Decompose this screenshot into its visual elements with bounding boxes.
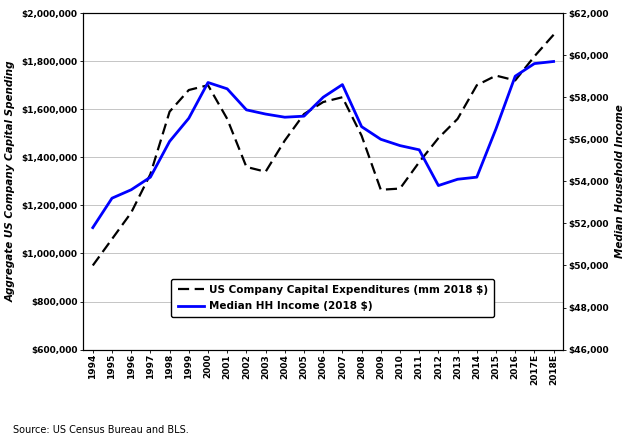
- Y-axis label: Median Household Income: Median Household Income: [615, 104, 625, 258]
- Y-axis label: Aggregate US Company Capital Spending: Aggregate US Company Capital Spending: [6, 61, 16, 302]
- Text: Source: US Census Bureau and BLS.: Source: US Census Bureau and BLS.: [13, 425, 189, 435]
- Legend: US Company Capital Expenditures (mm 2018 $), Median HH Income (2018 $): US Company Capital Expenditures (mm 2018…: [172, 279, 494, 317]
